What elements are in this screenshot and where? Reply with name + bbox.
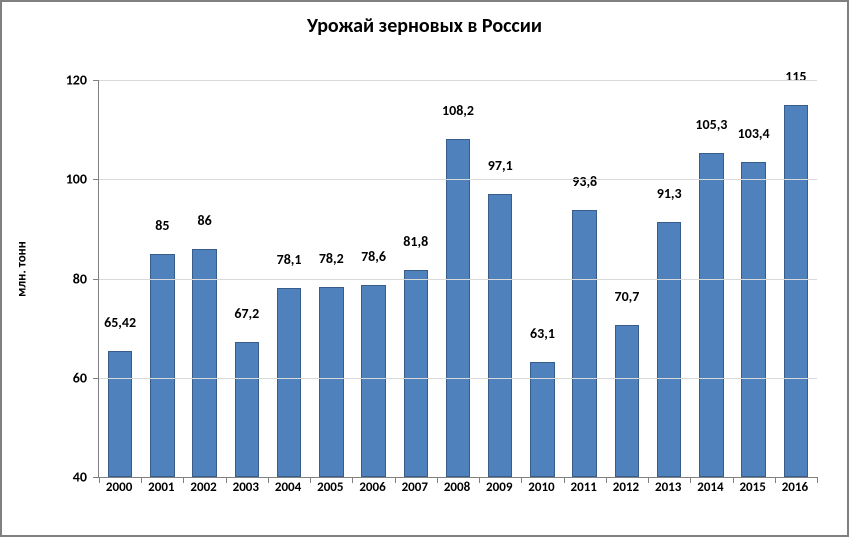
x-tick-mark (226, 477, 227, 483)
x-tick-label: 2014 (697, 480, 723, 495)
bar-value-label: 103,4 (738, 125, 770, 142)
bar-value-label: 78,1 (277, 251, 302, 268)
bar (699, 153, 723, 477)
x-tick-mark (99, 477, 100, 483)
x-tick-label: 2010 (528, 480, 554, 495)
x-tick-label: 2001 (148, 480, 174, 495)
bar (361, 285, 385, 477)
bar-value-label: 67,2 (234, 305, 259, 322)
x-tick-mark (437, 477, 438, 483)
chart-frame: Урожай зерновых в России млн. тонн 65,42… (0, 0, 849, 537)
bar (150, 254, 174, 477)
bar (741, 162, 765, 477)
x-tick-mark (648, 477, 649, 483)
y-tick-label: 80 (73, 270, 87, 287)
y-tick-mark (93, 279, 99, 280)
x-tick-label: 2004 (275, 480, 301, 495)
bar (404, 270, 428, 477)
y-tick-label: 60 (73, 369, 87, 386)
y-axis-label: млн. тонн (15, 241, 30, 297)
chart-title: Урожай зерновых в России (2, 14, 847, 38)
x-tick-mark (817, 477, 818, 483)
x-tick-label: 2013 (655, 480, 681, 495)
plot-area: 65,42 85 86 67,2 78,1 78,2 78,6 81,8 108,2 97,1 63… (98, 80, 817, 478)
bar (530, 362, 554, 477)
x-tick-mark (395, 477, 396, 483)
x-tick-label: 2015 (739, 480, 765, 495)
bar (192, 249, 216, 477)
y-tick-label: 120 (66, 72, 87, 89)
bar-value-label: 63,1 (530, 325, 555, 342)
x-tick-mark (690, 477, 691, 483)
x-tick-label: 2011 (571, 480, 597, 495)
y-tick-mark (93, 80, 99, 81)
bar-value-label: 91,3 (657, 185, 682, 202)
y-tick-mark (93, 378, 99, 379)
gridline (99, 80, 817, 81)
bar-value-label: 108,2 (442, 102, 474, 119)
x-tick-mark (310, 477, 311, 483)
x-tick-label: 2012 (613, 480, 639, 495)
bar-value-label: 65,42 (104, 314, 136, 331)
bar-value-label: 105,3 (695, 116, 727, 133)
bar (657, 222, 681, 477)
x-tick-mark (733, 477, 734, 483)
x-tick-mark (521, 477, 522, 483)
bar-value-label: 97,1 (488, 157, 513, 174)
x-tick-mark (141, 477, 142, 483)
y-tick-label: 40 (73, 469, 87, 486)
gridline (99, 378, 817, 379)
x-tick-mark (479, 477, 480, 483)
x-tick-label: 2016 (782, 480, 808, 495)
x-tick-label: 2002 (190, 480, 216, 495)
x-tick-label: 2008 (444, 480, 470, 495)
gridline (99, 179, 817, 180)
x-tick-label: 2003 (233, 480, 259, 495)
bar-value-label: 78,6 (361, 248, 386, 265)
y-tick-label: 100 (66, 171, 87, 188)
bar (446, 139, 470, 477)
bar (572, 210, 596, 477)
x-tick-mark (775, 477, 776, 483)
bar (108, 351, 132, 477)
gridline (99, 279, 817, 280)
bar-value-label: 70,7 (614, 288, 639, 305)
bar-value-label: 85 (155, 217, 169, 234)
x-tick-label: 2007 (402, 480, 428, 495)
bar (319, 287, 343, 477)
x-tick-mark (183, 477, 184, 483)
y-tick-mark (93, 179, 99, 180)
bar (488, 194, 512, 477)
x-tick-mark (352, 477, 353, 483)
x-tick-label: 2009 (486, 480, 512, 495)
x-tick-label: 2006 (359, 480, 385, 495)
bar (277, 288, 301, 477)
x-tick-mark (606, 477, 607, 483)
x-tick-mark (564, 477, 565, 483)
bar (615, 325, 639, 477)
bar-value-label: 93,8 (572, 173, 597, 190)
bar (784, 105, 808, 477)
x-tick-label: 2000 (106, 480, 132, 495)
x-tick-label: 2005 (317, 480, 343, 495)
bar (235, 342, 259, 477)
x-tick-mark (268, 477, 269, 483)
bar-value-label: 78,2 (319, 250, 344, 267)
bar-value-label: 115 (785, 68, 806, 85)
bar-value-label: 86 (197, 212, 211, 229)
bar-value-label: 81,8 (403, 233, 428, 250)
